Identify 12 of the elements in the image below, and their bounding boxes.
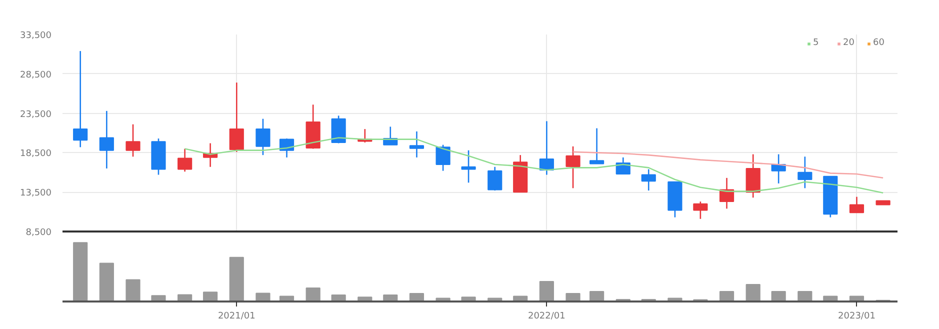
y-tick-label: 13,500 <box>20 188 52 199</box>
y-tick-label: 23,500 <box>20 110 52 120</box>
y-tick-label: 8,500 <box>26 228 52 238</box>
y-tick-label: 33,500 <box>20 31 52 41</box>
y-tick-label: 18,500 <box>20 149 52 160</box>
x-tick-label: 2022/01 <box>528 312 566 322</box>
x-tick-label: 2023/01 <box>838 312 876 322</box>
legend-label: 60 <box>873 38 886 48</box>
legend-label: 20 <box>843 38 856 48</box>
y-tick-label: 28,500 <box>20 70 52 80</box>
x-tick-label: 2021/01 <box>218 312 256 322</box>
legend-label: 5 <box>813 38 820 48</box>
